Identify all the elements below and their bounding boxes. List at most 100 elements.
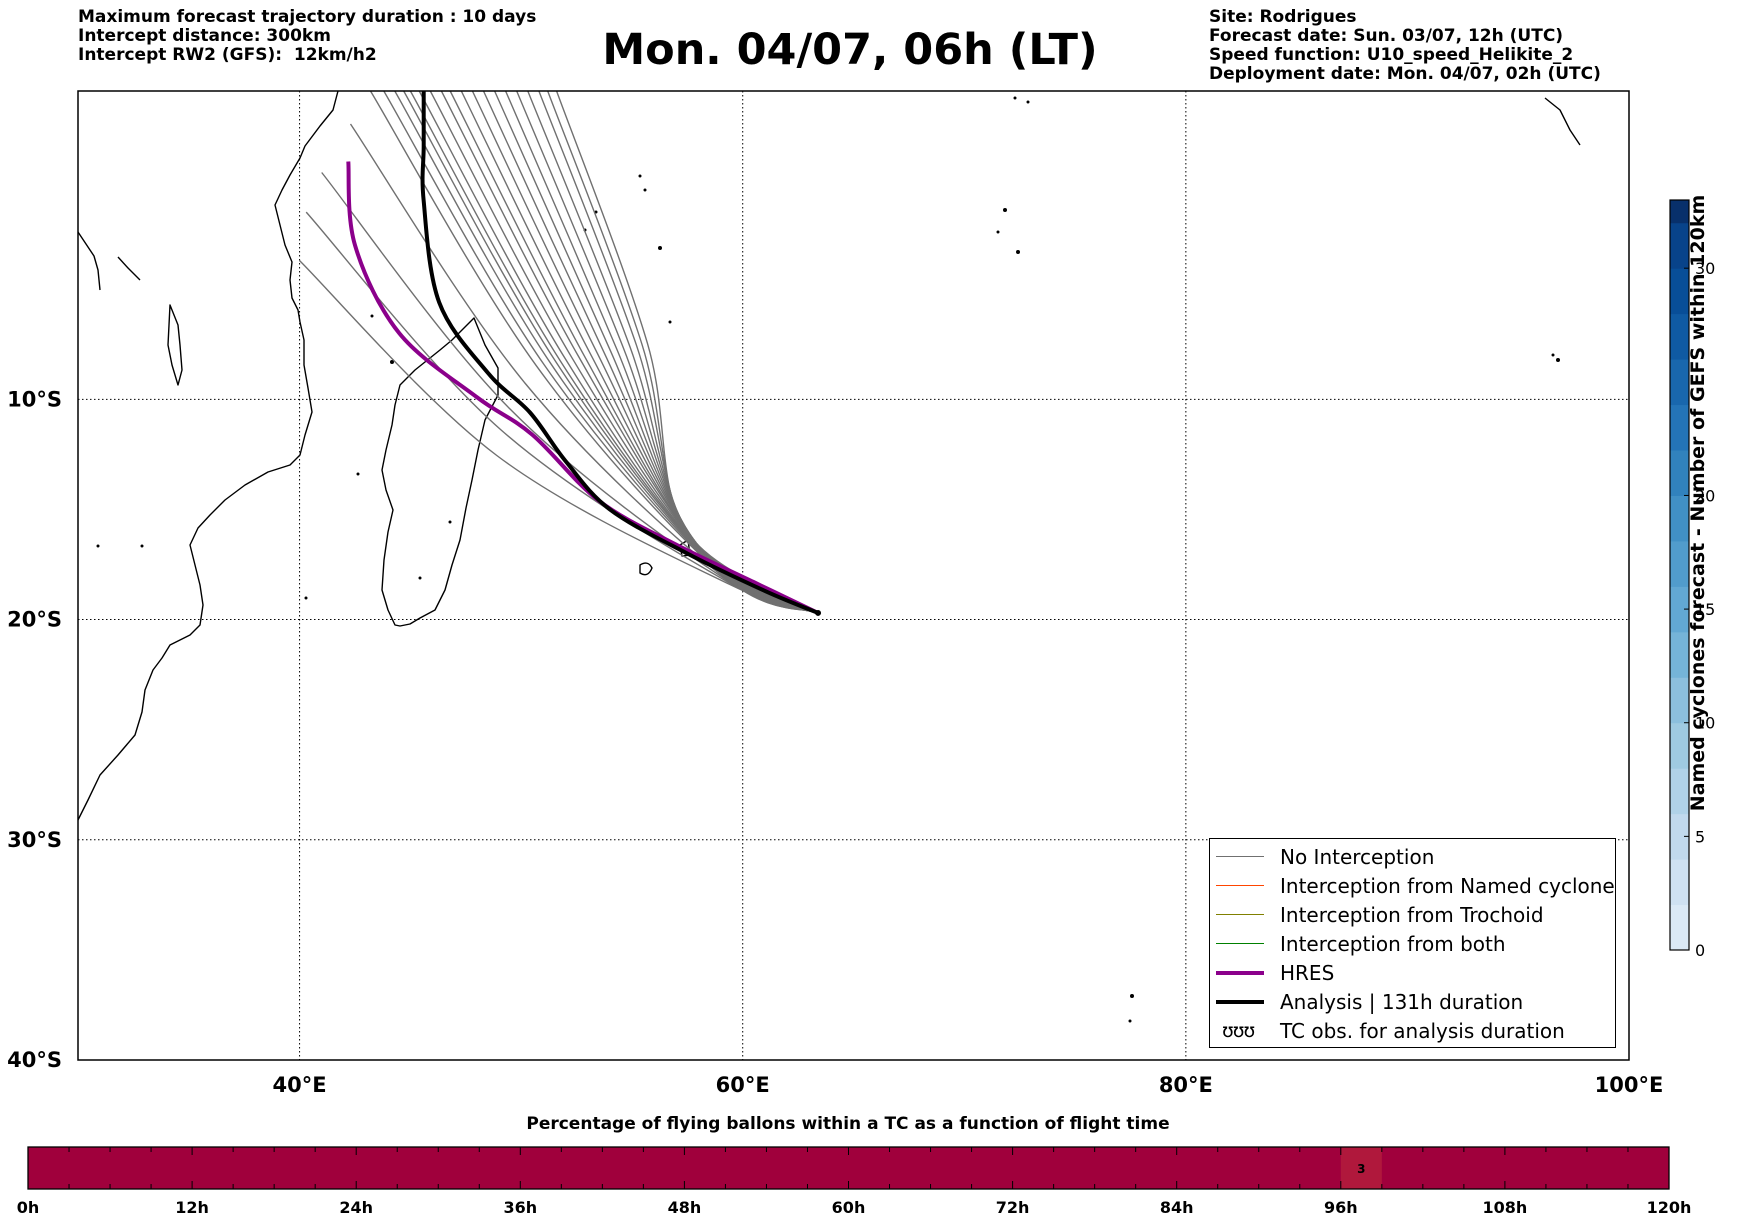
lon-tick-label: 40°E <box>273 1073 327 1097</box>
island-outline <box>1544 97 1581 146</box>
colorbar-segment <box>1670 268 1689 315</box>
launch-site-marker <box>815 609 822 616</box>
timebar-tick-label: 24h <box>339 1198 373 1217</box>
lon-tick-label: 100°E <box>1595 1073 1664 1097</box>
colorbar-segment <box>1670 313 1689 360</box>
timebar-tick-label: 120h <box>1647 1198 1692 1217</box>
colorbar-segment <box>1670 813 1689 860</box>
timebar-title: Percentage of flying ballons within a TC… <box>526 1114 1170 1134</box>
ensemble-trajectory <box>394 91 819 614</box>
lon-tick-label: 80°E <box>1159 1073 1213 1097</box>
africa-coastline <box>78 91 339 821</box>
colorbar-segment <box>1670 540 1689 587</box>
colorbar-tick-label: 30 <box>1695 259 1715 278</box>
legend-item: Interception from Trochoid <box>1216 902 1611 928</box>
page-title: Mon. 04/07, 06h (LT) <box>602 25 1098 75</box>
lat-tick-label: 20°S <box>7 608 62 632</box>
colorbar-title: Named cyclones forecast - Number of GEFS… <box>1687 194 1709 812</box>
colorbar-segment <box>1670 359 1689 406</box>
legend-swatch <box>1216 914 1264 915</box>
legend-label: Interception from both <box>1280 932 1506 956</box>
timebar-tick-labels: 0h 12h 24h 36h 48h 60h 72h 84h 96h 108h 120h <box>17 1198 1692 1217</box>
header-line: Intercept distance: 300km <box>78 26 331 46</box>
lat-tick-labels: 10°S 20°S 30°S 40°S <box>7 387 62 1072</box>
timebar-highlight-value: 3 <box>1357 1162 1365 1176</box>
colorbar-tick-label: 15 <box>1695 600 1715 619</box>
colorbar-segment <box>1670 768 1689 815</box>
colorbar-segment <box>1670 495 1689 542</box>
ensemble-trajectory <box>460 91 819 614</box>
lon-tick-label: 60°E <box>716 1073 770 1097</box>
header-line: Site: Rodrigues <box>1209 7 1357 27</box>
lat-tick-label: 10°S <box>7 387 62 411</box>
legend-swatch <box>1216 1000 1264 1004</box>
colorbar-segment <box>1670 222 1689 269</box>
lat-tick-label: 30°S <box>7 828 62 852</box>
header-left-info: Maximum forecast trajectory duration : 1… <box>78 8 536 65</box>
timebar-tick-label: 0h <box>17 1198 40 1217</box>
header-line: Intercept RW2 (GFS): 12km/h2 <box>78 45 377 65</box>
header-line: Forecast date: Sun. 03/07, 12h (UTC) <box>1209 26 1564 46</box>
tc-obs-icon: ʊʊʊ <box>1222 1020 1255 1042</box>
timebar-highlight-cell <box>1340 1147 1382 1189</box>
madagascar-coastline <box>381 317 499 627</box>
colorbar-segment <box>1670 200 1689 224</box>
legend-swatch <box>1216 971 1264 975</box>
lon-tick-labels: 40°E 60°E 80°E 100°E <box>273 1073 1664 1097</box>
legend-label: Interception from Trochoid <box>1280 903 1544 927</box>
colorbar-tick-label: 0 <box>1695 941 1705 960</box>
colorbar-segment <box>1670 904 1689 951</box>
colorbar-segment <box>1670 859 1689 906</box>
header-line: Maximum forecast trajectory duration : 1… <box>78 7 537 27</box>
lat-tick-label: 40°S <box>7 1048 62 1072</box>
timebar-frame <box>27 1146 1670 1190</box>
timebar-tick-label: 60h <box>832 1198 866 1217</box>
island-outline <box>167 304 183 386</box>
colorbar-tick-label: 20 <box>1695 486 1715 505</box>
legend-item: Interception from both <box>1216 931 1611 957</box>
colorbar-tick-label: 5 <box>1695 827 1705 846</box>
ensemble-trajectory <box>418 91 819 614</box>
legend-label: TC obs. for analysis duration <box>1280 1019 1565 1043</box>
colorbar-segment <box>1670 631 1689 678</box>
colorbar-segment <box>1670 677 1689 724</box>
timebar-minor-ticks <box>68 1147 1629 1189</box>
legend-swatch <box>1216 885 1264 886</box>
timebar-tick-label: 84h <box>1160 1198 1194 1217</box>
somalia-coastline <box>78 231 101 291</box>
legend-swatch <box>1216 943 1264 944</box>
small-islands <box>96 96 1560 1023</box>
ensemble-trajectory <box>305 211 819 614</box>
timebar-tick-label: 36h <box>503 1198 537 1217</box>
legend-item: Analysis | 131h duration <box>1216 989 1611 1015</box>
header-line: Speed function: U10_speed_Helikite_2 <box>1209 45 1574 65</box>
timebar-tick-label: 96h <box>1324 1198 1358 1217</box>
legend-item: ʊʊʊ TC obs. for analysis duration <box>1216 1018 1611 1044</box>
ensemble-trajectory <box>449 91 819 614</box>
ensemble-trajectory <box>409 91 819 614</box>
header-line: Deployment date: Mon. 04/07, 02h (UTC) <box>1209 64 1601 84</box>
ensemble-trajectory <box>299 260 819 614</box>
legend-label: Interception from Named cyclone <box>1280 874 1615 898</box>
legend-label: No Interception <box>1280 845 1435 869</box>
analysis-trajectory <box>420 91 819 615</box>
colorbar-segment <box>1670 586 1689 633</box>
red-sea-coastline <box>117 256 141 281</box>
colorbar-segment <box>1670 450 1689 496</box>
ensemble-trajectory <box>349 123 819 614</box>
legend-label: HRES <box>1280 961 1335 985</box>
legend-item: No Interception <box>1216 844 1611 870</box>
legend-item: Interception from Named cyclone <box>1216 873 1615 899</box>
ensemble-trajectory <box>403 91 819 614</box>
ensemble-trajectory <box>471 91 819 614</box>
colorbar-tick-label: 10 <box>1695 714 1715 733</box>
colorbar-frame <box>1669 199 1690 951</box>
ensemble-trajectory <box>383 91 819 614</box>
colorbar-ticks: 0 5 10 15 20 30 <box>1684 259 1715 960</box>
timebar-tick-label: 12h <box>175 1198 209 1217</box>
map-frame <box>77 90 1630 1061</box>
colorbar-segment <box>1670 722 1689 769</box>
legend-item: HRES <box>1216 960 1611 986</box>
colorbar-segment <box>1670 404 1689 451</box>
